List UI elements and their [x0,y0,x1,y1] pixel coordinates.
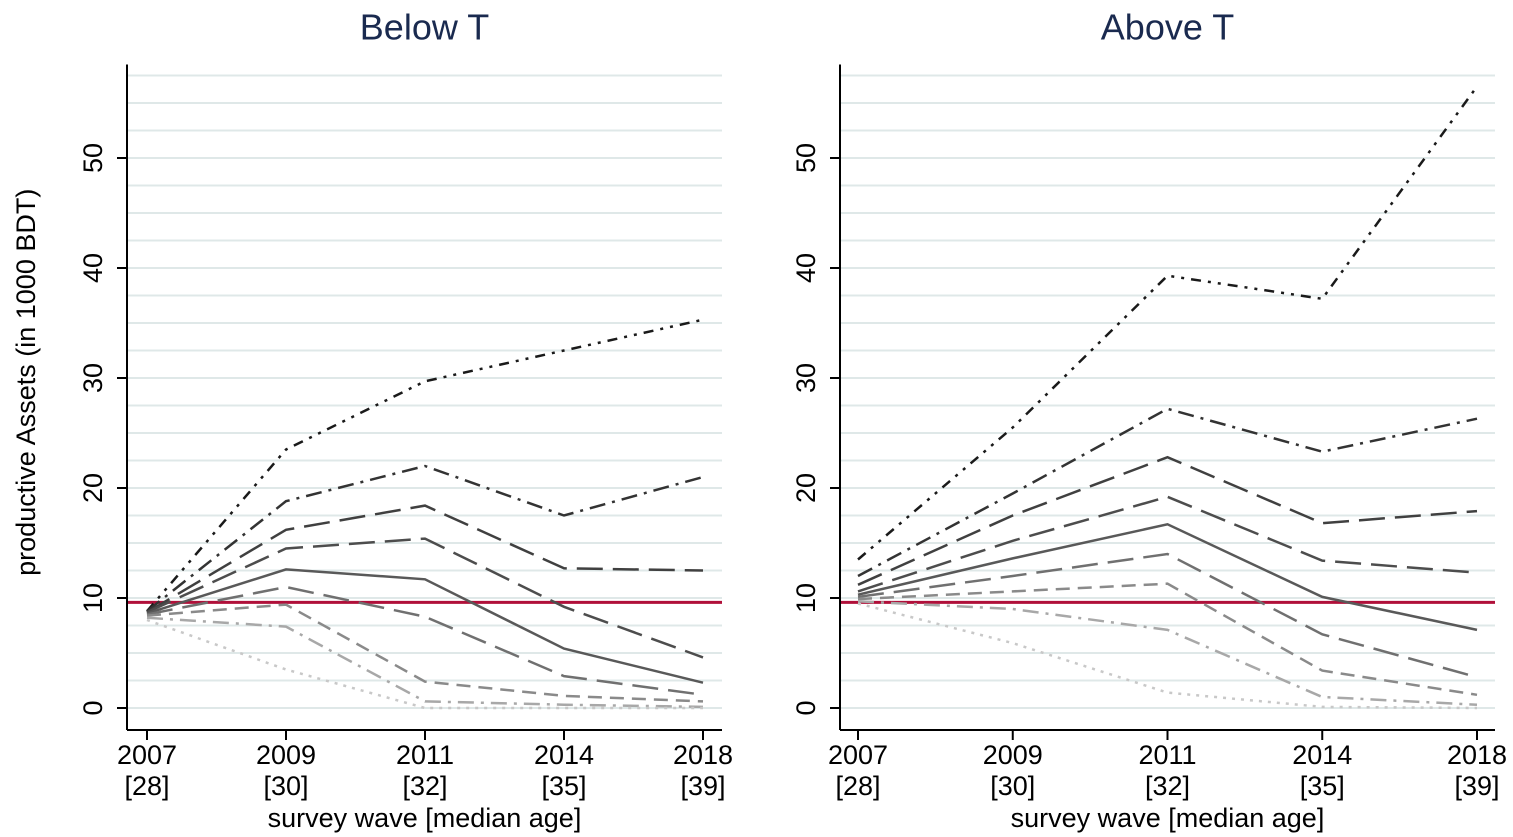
series-line [146,568,704,684]
y-tick-label: 20 [791,473,821,503]
x-tick-label: 2007 [117,740,177,770]
y-tick-label: 40 [78,253,108,283]
x-tick-sublabel: [28] [835,771,880,801]
y-tick-label: 10 [78,583,108,613]
series-line [857,600,1478,706]
x-tick-label: 2014 [1292,740,1352,770]
series-line [857,407,1478,578]
series-line [146,464,704,613]
series-line [146,504,704,614]
panel-title: Below T [360,7,489,48]
x-axis-title: survey wave [median age] [268,803,582,833]
series-line [857,582,1478,697]
y-tick-label: 10 [791,583,821,613]
y-tick-label: 0 [78,700,108,715]
series-line [146,318,704,613]
x-tick-label: 2011 [1138,740,1196,770]
y-tick-label: 0 [791,700,821,715]
y-axis-title: productive Assets (in 1000 BDT) [11,189,41,576]
series-line [146,616,704,709]
x-tick-label: 2018 [673,740,733,770]
y-tick-label: 20 [78,473,108,503]
x-tick-label: 2011 [396,740,454,770]
x-tick-label: 2007 [828,740,888,770]
series-line [857,455,1478,586]
panel-title: Above T [1101,7,1234,48]
series-line [857,522,1478,632]
series-line [857,602,1478,710]
x-tick-sublabel: [30] [263,771,308,801]
series-line [857,495,1478,593]
x-tick-sublabel: [39] [1454,771,1499,801]
series-line [146,603,704,703]
x-tick-sublabel: [30] [990,771,1035,801]
x-tick-label: 2018 [1447,740,1507,770]
x-tick-label: 2014 [534,740,594,770]
series-line [146,537,704,659]
x-tick-label: 2009 [983,740,1043,770]
x-tick-sublabel: [35] [541,771,586,801]
y-tick-label: 40 [791,253,821,283]
series-line [146,618,703,710]
x-tick-sublabel: [28] [124,771,169,801]
x-tick-sublabel: [35] [1300,771,1345,801]
series-line [146,585,704,697]
y-tick-label: 50 [78,143,108,173]
x-tick-sublabel: [32] [1145,771,1190,801]
y-tick-label: 50 [791,143,821,173]
x-tick-sublabel: [32] [402,771,447,801]
y-tick-label: 30 [791,363,821,393]
x-axis-title: survey wave [median age] [1011,803,1325,833]
x-tick-label: 2009 [256,740,316,770]
x-tick-sublabel: [39] [680,771,725,801]
y-tick-label: 30 [78,363,108,393]
series-line [857,552,1478,679]
